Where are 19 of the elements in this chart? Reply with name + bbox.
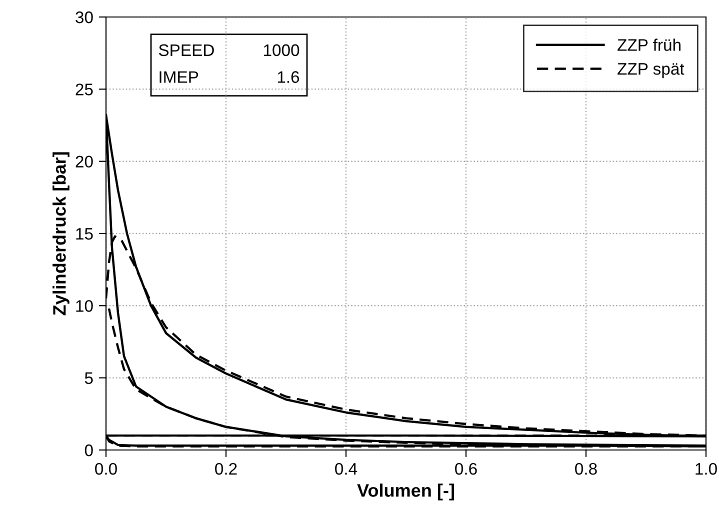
y-tick-label: 0	[84, 444, 93, 456]
y-tick-label: 25	[76, 84, 93, 96]
y-tick-label: 10	[76, 300, 93, 312]
legend-label: ZZP spät	[618, 63, 684, 78]
y-tick-label: 5	[84, 372, 93, 384]
y-tick-label: 20	[76, 156, 93, 168]
x-tick-label: 0.6	[455, 462, 477, 475]
x-tick-label: 0.0	[95, 462, 117, 475]
text: SPEED 1000	[158, 44, 300, 56]
x-tick-label: 1.0	[696, 462, 717, 475]
y-tick-label: 30	[76, 11, 93, 24]
y-axis-title: Zylinderdruck [bar]	[52, 152, 70, 316]
legend-label: ZZP früh	[618, 38, 680, 51]
x-tick-label: 0.8	[575, 462, 597, 475]
x-tick-label: 0.4	[335, 462, 358, 475]
text: IMEP 1.6	[160, 71, 300, 83]
y-tick-label: 15	[76, 228, 93, 240]
x-axis-title: Volumen [-]	[357, 484, 454, 500]
x-tick-label: 0.2	[215, 462, 237, 475]
